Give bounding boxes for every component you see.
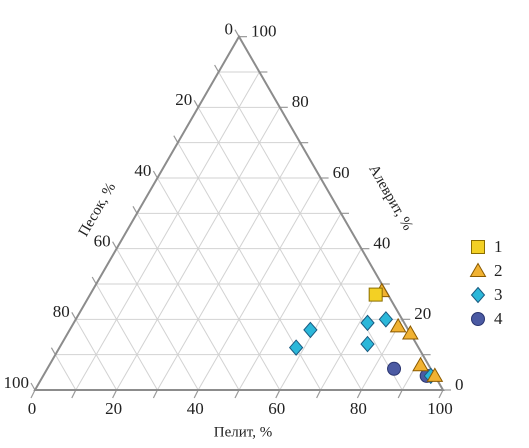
tick-mark [30, 389, 36, 399]
marker-triangle [426, 367, 444, 382]
marker-circle [471, 312, 485, 326]
bottom-tick-label: 100 [427, 399, 453, 418]
tick-mark [152, 389, 158, 399]
bottom-tick-label: 80 [350, 399, 367, 418]
right-tick-label: 80 [292, 92, 309, 111]
grid-line [177, 142, 322, 391]
grid-line [320, 283, 383, 391]
legend-label: 2 [494, 261, 503, 280]
tick-mark [173, 135, 179, 143]
tick-mark [214, 64, 220, 73]
left-tick-label: 60 [94, 232, 111, 251]
marker-diamond [303, 321, 318, 339]
tick-mark [397, 389, 403, 399]
left-tick-label: 40 [134, 161, 151, 180]
tick-mark [71, 312, 77, 320]
marker-diamond [360, 314, 375, 332]
tick-mark [152, 170, 158, 179]
tick-mark [438, 389, 444, 399]
marker-diamond [378, 311, 394, 328]
right-axis-title: Алеврит, % [365, 162, 415, 233]
right-tick-label: 60 [333, 163, 350, 182]
right-tick-label: 20 [414, 304, 431, 323]
marker-diamond [288, 339, 304, 356]
marker-circle [387, 361, 402, 376]
grid-line [54, 354, 77, 391]
tick-mark [71, 389, 77, 399]
tick-mark [193, 100, 199, 108]
bottom-tick-label: 0 [28, 399, 37, 418]
tick-mark [50, 347, 56, 355]
marker-square [368, 287, 383, 302]
grid-line [156, 142, 301, 391]
bottom-tick-label: 40 [187, 399, 204, 418]
tick-mark [234, 389, 240, 399]
tick-mark [316, 389, 322, 399]
marker-triangle [401, 324, 419, 340]
tick-mark [30, 382, 36, 391]
left-axis-title: Песок, % [76, 180, 120, 239]
legend-label: 4 [494, 309, 503, 328]
tick-mark [112, 241, 118, 249]
left-tick-label: 20 [175, 90, 192, 109]
grid-line [95, 283, 158, 391]
marker-diamond [360, 335, 375, 353]
right-tick-label: 40 [373, 234, 390, 253]
tick-mark [275, 389, 281, 399]
marker-triangle [389, 317, 407, 333]
tick-mark [234, 29, 240, 37]
left-tick-label: 0 [225, 20, 234, 39]
tick-mark [356, 389, 362, 399]
left-tick-label: 100 [4, 373, 30, 392]
tick-mark [112, 389, 118, 399]
grid-line [218, 71, 403, 391]
bottom-tick-label: 60 [268, 399, 285, 418]
grid-line [238, 213, 342, 391]
tick-mark [91, 276, 97, 285]
right-tick-label: 100 [251, 22, 277, 41]
grid-line [75, 71, 260, 391]
marker-square [471, 240, 485, 254]
data-points [288, 282, 444, 385]
grid-line [136, 213, 240, 391]
bottom-axis-title: Пелит, % [214, 424, 272, 440]
triangle-frame [33, 34, 445, 391]
left-tick-label: 80 [53, 302, 70, 321]
legend-label: 3 [494, 285, 503, 304]
tick-mark [132, 206, 138, 214]
marker-triangle [469, 262, 487, 277]
bottom-tick-label: 20 [105, 399, 122, 418]
right-tick-label: 0 [455, 375, 464, 394]
tick-mark [193, 389, 199, 399]
legend-label: 1 [494, 237, 503, 256]
marker-triangle [412, 356, 429, 372]
marker-diamond [470, 286, 486, 304]
